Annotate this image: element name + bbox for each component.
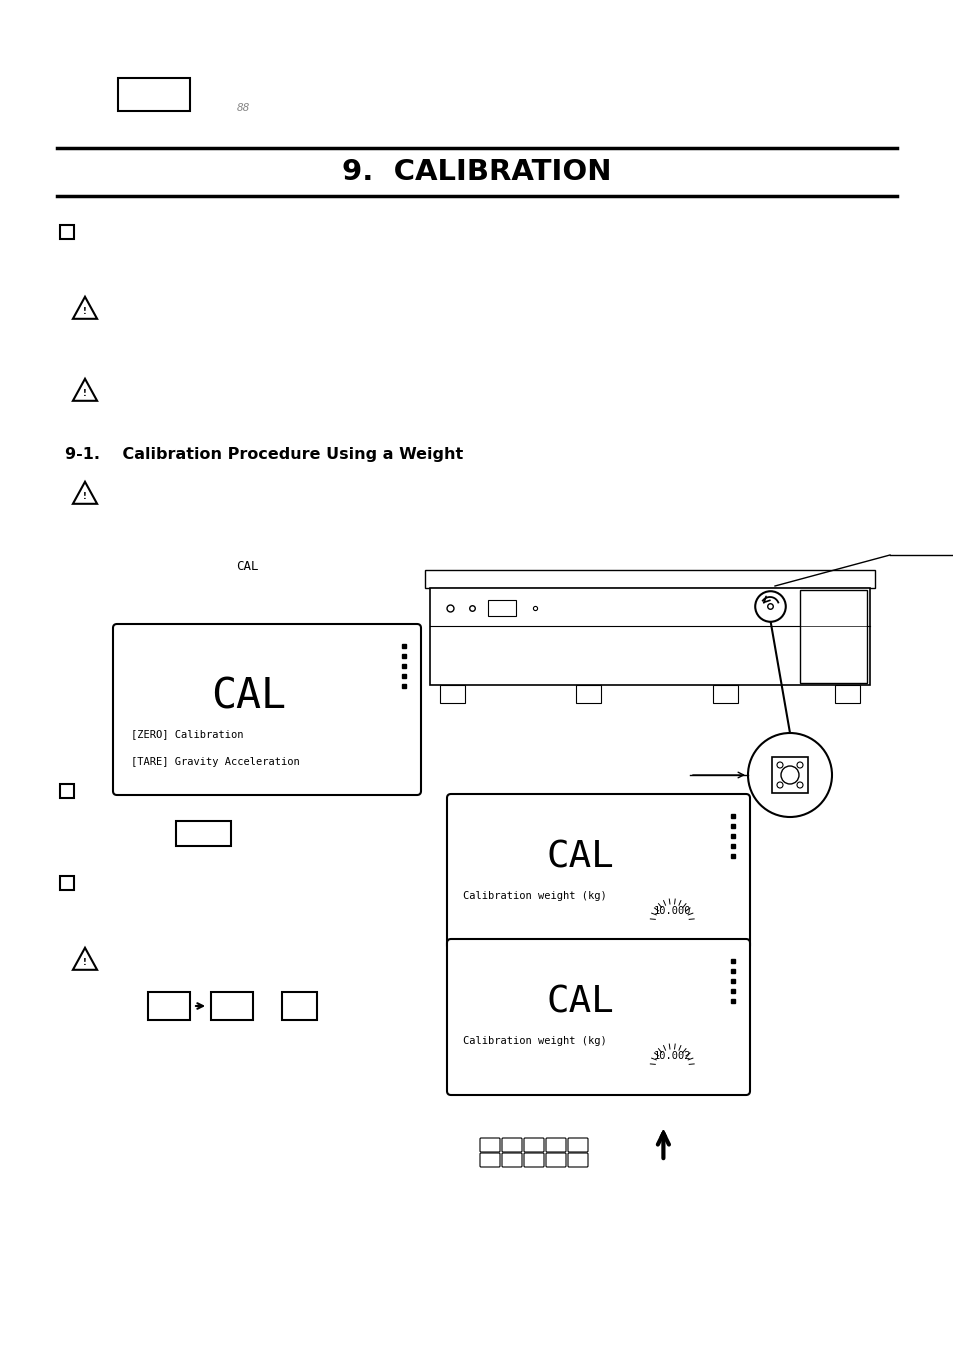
- Text: CAL: CAL: [546, 839, 614, 875]
- Polygon shape: [72, 948, 97, 970]
- FancyBboxPatch shape: [567, 1138, 587, 1152]
- FancyBboxPatch shape: [60, 226, 74, 239]
- FancyBboxPatch shape: [567, 1152, 587, 1167]
- Text: [TARE] Gravity Acceleration: [TARE] Gravity Acceleration: [131, 757, 299, 766]
- Text: 10.000: 10.000: [653, 905, 690, 916]
- FancyBboxPatch shape: [712, 685, 738, 703]
- Text: 88: 88: [237, 103, 251, 113]
- FancyBboxPatch shape: [118, 78, 190, 111]
- FancyBboxPatch shape: [282, 992, 316, 1020]
- Text: CAL: CAL: [235, 561, 258, 574]
- FancyBboxPatch shape: [488, 600, 516, 616]
- FancyBboxPatch shape: [501, 1152, 521, 1167]
- FancyBboxPatch shape: [545, 1138, 565, 1152]
- FancyBboxPatch shape: [211, 992, 253, 1020]
- FancyBboxPatch shape: [576, 685, 600, 703]
- Text: 9-1.    Calibration Procedure Using a Weight: 9-1. Calibration Procedure Using a Weigh…: [65, 447, 463, 462]
- Circle shape: [781, 766, 799, 784]
- Text: 10.002: 10.002: [653, 1051, 690, 1061]
- FancyBboxPatch shape: [545, 1152, 565, 1167]
- FancyBboxPatch shape: [175, 820, 231, 846]
- Text: CAL: CAL: [212, 676, 286, 717]
- FancyBboxPatch shape: [479, 1138, 499, 1152]
- FancyBboxPatch shape: [501, 1138, 521, 1152]
- Circle shape: [796, 762, 802, 767]
- FancyBboxPatch shape: [479, 1152, 499, 1167]
- Text: Calibration weight (kg): Calibration weight (kg): [462, 1036, 606, 1046]
- Text: CAL: CAL: [546, 984, 614, 1020]
- Text: !: !: [83, 958, 87, 966]
- Circle shape: [776, 782, 782, 788]
- Text: Calibration weight (kg): Calibration weight (kg): [462, 890, 606, 901]
- FancyBboxPatch shape: [60, 784, 74, 798]
- FancyBboxPatch shape: [523, 1152, 543, 1167]
- FancyBboxPatch shape: [112, 624, 420, 794]
- FancyBboxPatch shape: [834, 685, 859, 703]
- Text: !: !: [83, 492, 87, 501]
- FancyBboxPatch shape: [430, 588, 869, 685]
- Text: 9.  CALIBRATION: 9. CALIBRATION: [342, 158, 611, 186]
- Polygon shape: [72, 482, 97, 504]
- Polygon shape: [72, 297, 97, 319]
- Text: [ZERO] Calibration: [ZERO] Calibration: [131, 730, 243, 739]
- FancyBboxPatch shape: [424, 570, 874, 588]
- Text: !: !: [83, 307, 87, 316]
- FancyBboxPatch shape: [447, 939, 749, 1096]
- FancyBboxPatch shape: [771, 757, 807, 793]
- FancyBboxPatch shape: [800, 590, 866, 684]
- Circle shape: [796, 782, 802, 788]
- FancyBboxPatch shape: [523, 1138, 543, 1152]
- Text: !: !: [83, 389, 87, 397]
- Polygon shape: [72, 378, 97, 401]
- FancyBboxPatch shape: [439, 685, 464, 703]
- FancyBboxPatch shape: [447, 794, 749, 950]
- Circle shape: [776, 762, 782, 767]
- FancyBboxPatch shape: [148, 992, 190, 1020]
- FancyBboxPatch shape: [60, 875, 74, 890]
- Circle shape: [747, 734, 831, 817]
